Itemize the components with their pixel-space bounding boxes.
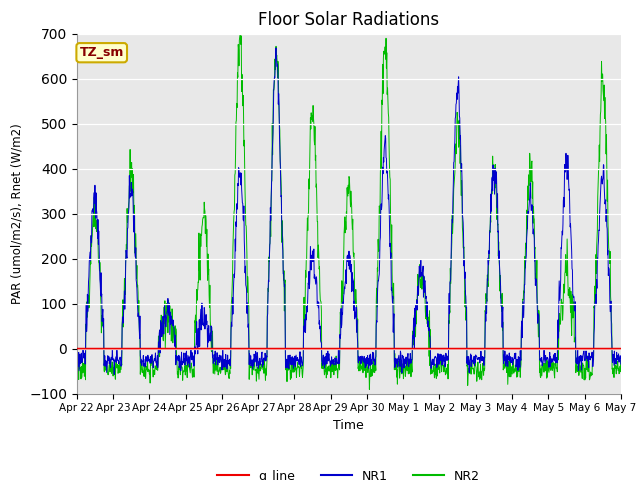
NR2 [553, 365, 561, 371]
NR1 [617, 361, 625, 367]
Legend: q_line, NR1, NR2: q_line, NR1, NR2 [212, 465, 485, 480]
Text: TZ_sm: TZ_sm [79, 46, 124, 59]
Line: NR1: NR1 [77, 48, 621, 374]
NR2 [365, 386, 373, 392]
NR1 [272, 45, 280, 51]
q_line [255, 346, 262, 351]
NR2 [180, 364, 188, 370]
NR2 [255, 376, 263, 382]
NR1 [181, 362, 189, 368]
q_line [194, 346, 202, 351]
q_line [504, 346, 512, 351]
NR2 [434, 363, 442, 369]
NR2 [73, 372, 81, 378]
NR2 [194, 287, 202, 293]
q_line [73, 346, 81, 351]
X-axis label: Time: Time [333, 419, 364, 432]
NR2 [505, 360, 513, 366]
NR1 [110, 372, 118, 377]
Title: Floor Solar Radiations: Floor Solar Radiations [258, 11, 440, 29]
q_line [180, 346, 188, 351]
NR1 [434, 351, 442, 357]
q_line [552, 346, 560, 351]
q_line [433, 346, 441, 351]
NR1 [255, 359, 263, 364]
Line: NR2: NR2 [77, 34, 621, 389]
NR2 [236, 31, 244, 36]
NR1 [553, 357, 561, 363]
NR2 [617, 358, 625, 363]
q_line [617, 346, 625, 351]
NR1 [195, 325, 202, 331]
NR1 [73, 362, 81, 368]
Y-axis label: PAR (umol/m2/s), Rnet (W/m2): PAR (umol/m2/s), Rnet (W/m2) [10, 123, 24, 304]
NR1 [505, 355, 513, 361]
